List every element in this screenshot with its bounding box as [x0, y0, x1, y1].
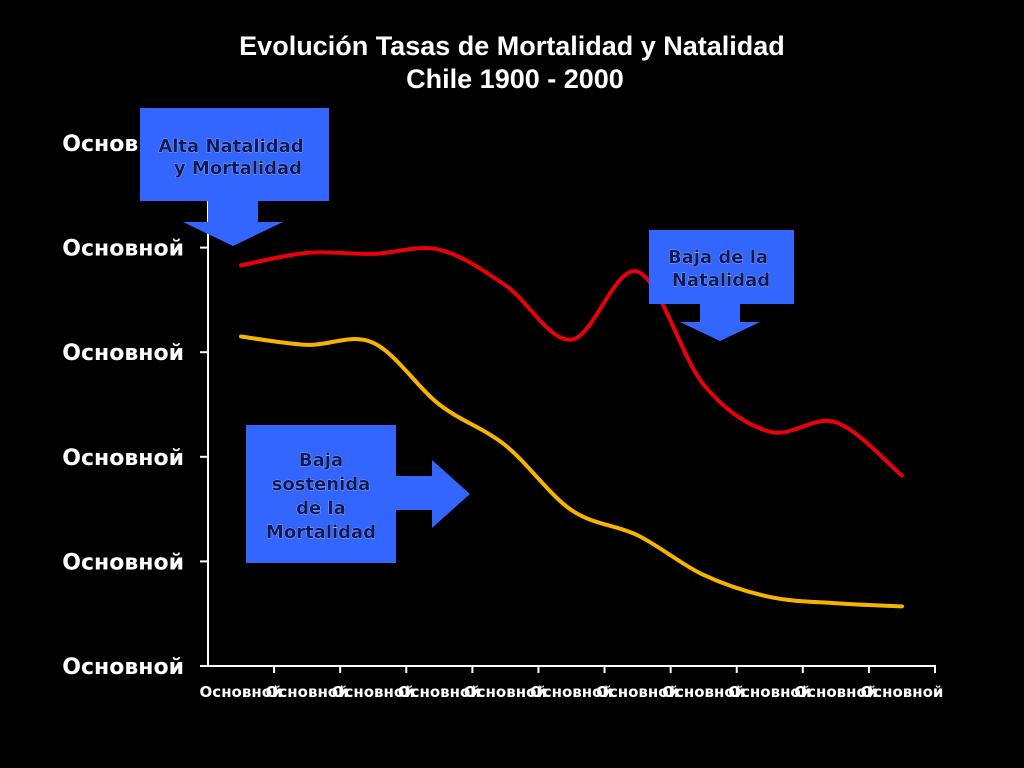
x-tick-label: Основной — [398, 683, 481, 701]
x-tick-label: Основной — [530, 683, 613, 701]
annotation-text: de la — [296, 498, 346, 519]
annotations: Alta Natalidad y Mortalidad Baja de la N… — [140, 108, 794, 563]
x-tick-label: Основной — [860, 683, 943, 701]
annotation-box — [649, 230, 794, 304]
y-tick-label: Основной — [62, 655, 184, 680]
annotation-arrow — [396, 460, 470, 528]
annotation-arrow — [680, 304, 760, 341]
series-line — [239, 334, 904, 609]
x-tick-label: Основной — [662, 683, 745, 701]
chart-title: Evolución Tasas de Mortalidad y Natalida… — [239, 31, 785, 61]
x-tick-label: Основной — [728, 683, 811, 701]
y-tick-label: Основной — [62, 550, 184, 575]
annotation-arrow — [183, 201, 283, 246]
y-tick-label: Основной — [62, 446, 184, 471]
y-tick-label: Основной — [62, 341, 184, 366]
annotation-text: Natalidad — [672, 270, 770, 291]
x-tick-label: Основной — [596, 683, 679, 701]
annotation-box — [140, 108, 329, 201]
annotation-box — [246, 425, 396, 563]
annotation-text: Baja — [299, 450, 343, 471]
x-tick-label: Основной — [794, 683, 877, 701]
x-tick-label: Основной — [464, 683, 547, 701]
y-tick-label: Основной — [62, 237, 184, 262]
x-tick-label: Основной — [266, 683, 349, 701]
x-tick-label: Основной — [200, 683, 283, 701]
annotation-text: Mortalidad — [266, 522, 376, 543]
annotation-text: Alta Natalidad — [158, 136, 303, 157]
series-line — [239, 246, 904, 478]
chart-subtitle: Chile 1900 - 2000 — [406, 64, 624, 94]
annotation-text: Baja de la — [668, 247, 768, 268]
x-tick-label: Основной — [332, 683, 415, 701]
annotation-text: y Mortalidad — [174, 158, 302, 179]
annotation-text: sostenida — [272, 474, 371, 495]
